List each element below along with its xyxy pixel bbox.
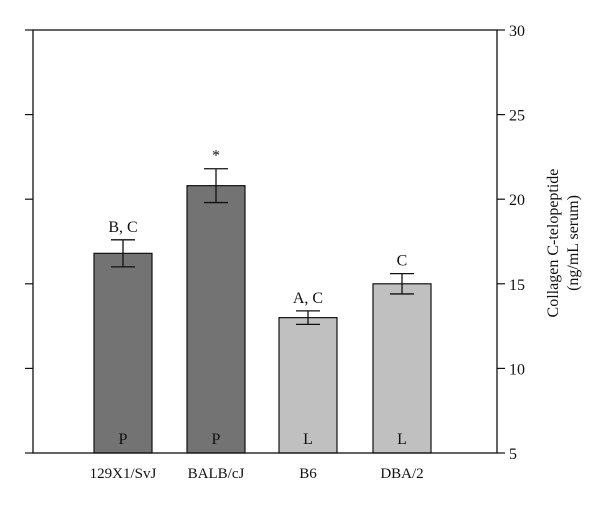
plot-frame — [32, 29, 498, 454]
bar-annotation-1: * — [212, 148, 220, 165]
bar-annotation-2: A, C — [293, 290, 323, 307]
y-axis-label-line-1: (ng/mL serum) — [565, 195, 582, 291]
y-axis-label-line-0: Collagen C-telopeptide — [545, 169, 562, 318]
bar-inner-label-0: P — [119, 431, 128, 448]
x-tick-label-1: BALB/cJ — [188, 466, 245, 482]
bar-inner-label-3: L — [397, 431, 407, 448]
x-tick-label-3: DBA/2 — [380, 466, 423, 482]
error-bar-2 — [296, 310, 320, 326]
y-tick-label-0: 5 — [509, 446, 517, 463]
y-tick-label-5: 30 — [509, 23, 525, 40]
axes-layer: 129X1/SvJ BALB/cJ B6 DBA/2 5 10 15 20 25 30 — [25, 23, 525, 482]
y-tick-label-2: 15 — [509, 277, 525, 294]
bar-inner-label-1: P — [212, 431, 221, 448]
error-bar-0 — [111, 239, 135, 268]
bars-layer: B, C P * P A, C L C L — [93, 148, 432, 454]
y-tick-label-1: 10 — [509, 361, 525, 378]
x-tick-label-2: B6 — [299, 466, 317, 482]
error-bar-3 — [390, 272, 414, 295]
error-bar-1 — [204, 168, 228, 204]
y-axis-label: Collagen C-telopeptide (ng/mL serum) — [545, 169, 582, 318]
y-tick-label-4: 25 — [509, 108, 525, 125]
bar-annotation-3: C — [397, 253, 408, 270]
y-tick-label-3: 20 — [509, 192, 525, 209]
bar-1 — [186, 185, 246, 454]
bar-inner-label-2: L — [303, 431, 313, 448]
x-tick-label-0: 129X1/SvJ — [90, 466, 157, 482]
bar-0 — [93, 252, 153, 454]
bar-annotation-0: B, C — [108, 219, 137, 236]
bar-3 — [372, 283, 432, 454]
